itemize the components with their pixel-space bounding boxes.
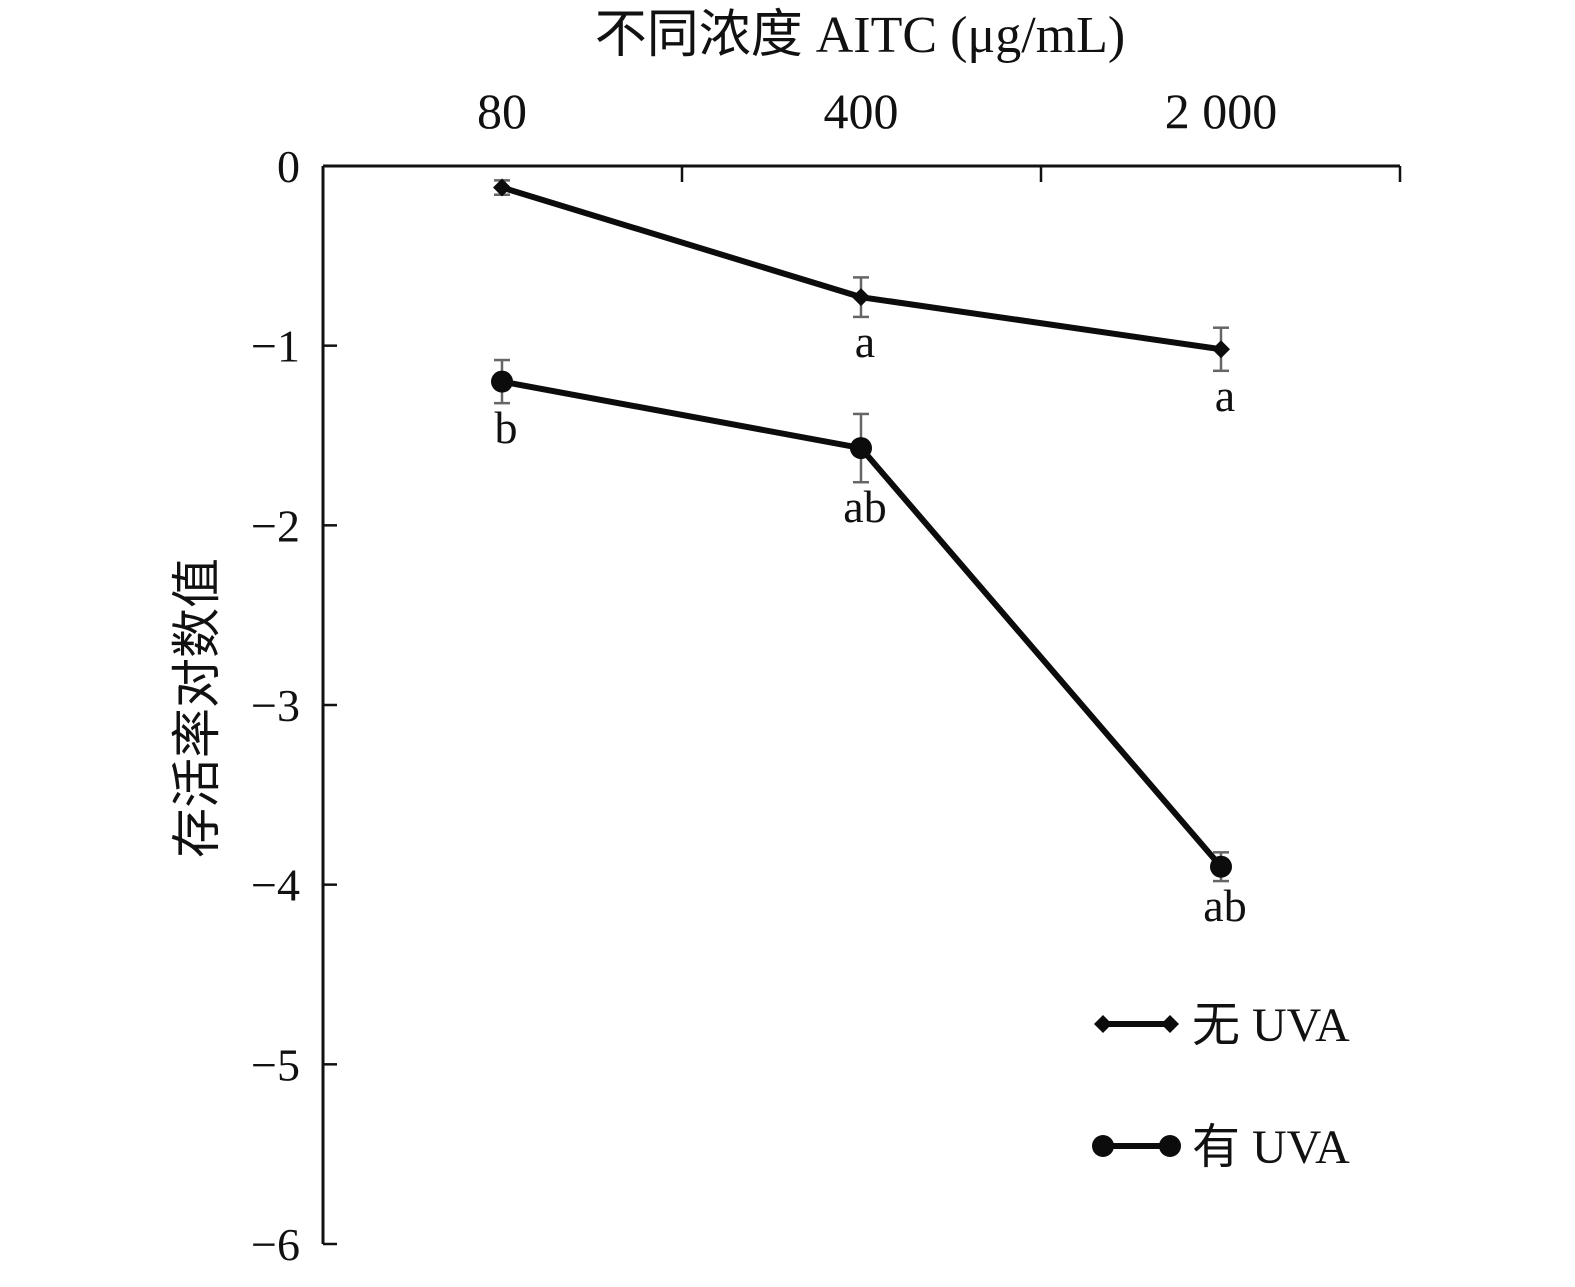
y-tick-label: −6 (251, 1219, 300, 1270)
significance-label-with-uva: ab (843, 481, 886, 532)
y-tick-label: −2 (251, 500, 300, 551)
x-tick-label: 2 000 (1165, 83, 1278, 139)
significance-label-with-uva: b (495, 402, 518, 453)
data-point-no-uva (852, 288, 870, 307)
legend-marker-with-uva (1159, 1135, 1181, 1157)
legend-item-with-uva: 有 UVA (1092, 1121, 1350, 1174)
y-tick-label: −5 (251, 1039, 300, 1090)
axes: 0 −1 −2 −3 −4 −5 −6 80 400 2 000 (251, 83, 1402, 1270)
x-tick-label: 80 (477, 83, 527, 139)
data-point-with-uva (850, 437, 872, 460)
significance-label-with-uva: ab (1203, 880, 1246, 931)
y-axis-title: 存活率对数值 (169, 558, 225, 858)
legend-label-no-uva: 无 UVA (1192, 999, 1350, 1052)
series-with-uva: b ab ab (491, 358, 1247, 931)
y-tick-label: −3 (251, 680, 300, 731)
legend-label-with-uva: 有 UVA (1192, 1121, 1350, 1174)
series-no-uva: aa (493, 178, 1235, 421)
data-point-with-uva (491, 370, 513, 393)
y-tick-label: 0 (277, 141, 300, 192)
legend-marker-no-uva (1161, 1015, 1179, 1033)
legend-marker-no-uva (1094, 1015, 1112, 1033)
legend-marker-with-uva (1092, 1135, 1114, 1157)
legend: 无 UVA 有 UVA (1092, 999, 1350, 1174)
data-point-with-uva (1210, 855, 1232, 878)
x-tick-label: 400 (824, 83, 899, 139)
x-axis-title: 不同浓度 AITC (μg/mL) (595, 7, 1126, 64)
significance-label-no-uva: a (855, 316, 875, 367)
data-point-no-uva (1212, 340, 1230, 359)
significance-label-no-uva: a (1215, 370, 1235, 421)
y-tick-label: −1 (251, 321, 300, 372)
y-tick-label: −4 (251, 860, 300, 911)
legend-item-no-uva: 无 UVA (1094, 999, 1350, 1052)
data-point-no-uva (493, 178, 511, 197)
